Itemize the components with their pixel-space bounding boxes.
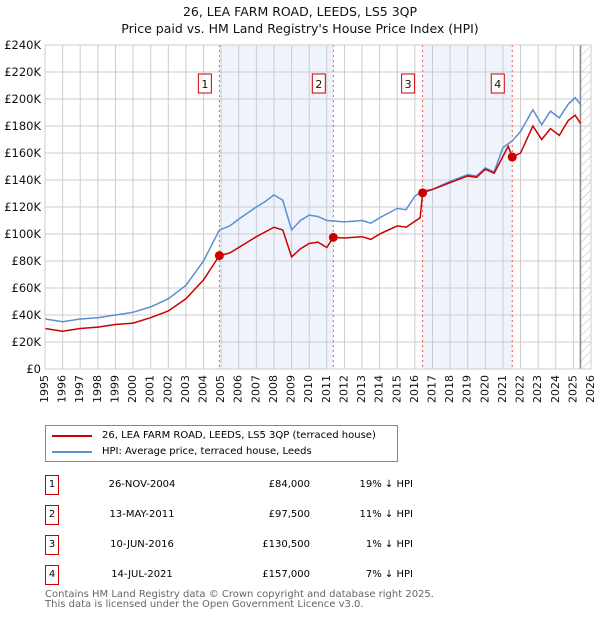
sale-hpi-diff: 7% ↓ HPI (365, 569, 413, 580)
plot-area: 1995 1996 1997 1998 1999 2000 2001 2002 2003 2004… (4, 38, 597, 403)
y-tick-label: £240K (4, 38, 41, 52)
x-tick-label: 2022 (514, 375, 527, 403)
sale-number: 1 (45, 475, 59, 495)
chart-title: 26, LEA FARM ROAD, LEEDS, LS5 3QP (182, 4, 418, 19)
sale-hpi-diff: 11% ↓ HPI (359, 509, 413, 520)
sale-date: 10-JUN-2016 (110, 539, 174, 550)
x-tick-label: 1999 (108, 375, 121, 403)
sale-label: 3 (405, 78, 412, 91)
x-tick-label: 2019 (461, 375, 474, 403)
x-tick-label: 2004 (197, 375, 210, 403)
sale-label: 4 (494, 78, 501, 91)
sale-label-box (401, 73, 416, 94)
x-tick-label: 2025 (566, 375, 579, 403)
y-tick-label: £40K (12, 308, 42, 322)
y-tick-label: £180K (4, 119, 41, 133)
footer-line-2: This data is licensed under the Open Gov… (45, 599, 364, 610)
sale-hpi-diff: 19% ↓ HPI (359, 479, 413, 490)
sale-label-box (490, 73, 505, 94)
x-tick-label: 2020 (478, 375, 491, 403)
sale-label-box (197, 73, 212, 94)
y-tick-label: £160K (4, 146, 41, 160)
y-tick-label: £140K (4, 173, 41, 187)
x-tick-label: 2010 (302, 375, 315, 403)
x-tick-label: 2021 (496, 375, 509, 403)
legend-swatch-hpi (52, 450, 92, 453)
x-tick-label: 2002 (161, 375, 174, 403)
x-tick-label: 2008 (267, 375, 280, 403)
y-tick-label: £80K (12, 254, 42, 268)
x-tick-label: 2024 (549, 375, 562, 403)
x-tick-label: 2012 (337, 375, 350, 403)
x-tick-label: 2014 (373, 375, 386, 403)
footer: Contains HM Land Registry data © Crown c… (45, 590, 434, 610)
x-tick-label: 2011 (320, 375, 333, 403)
y-tick-label: £100K (4, 227, 41, 241)
sale-row: 4 14-JUL-2021 £157,000 7% ↓ HPI (45, 565, 413, 585)
x-tick-label: 2017 (425, 375, 438, 403)
x-tick-label: 2006 (232, 375, 245, 403)
sale-price: £97,500 (268, 509, 310, 520)
x-tick-label: 1996 (56, 375, 69, 403)
plot-border (44, 44, 592, 370)
sale-label: 2 (315, 78, 322, 91)
legend-label-property: 26, LEA FARM ROAD, LEEDS, LS5 3QP (terra… (102, 430, 376, 441)
x-tick-label: 2013 (355, 375, 368, 403)
sale-number: 4 (45, 565, 59, 585)
y-tick-label: £0 (26, 362, 41, 376)
y-tick-label: £60K (12, 281, 42, 295)
sale-label: 1 (201, 78, 208, 91)
x-tick-label: 1995 (38, 375, 51, 403)
legend-swatch-property (52, 434, 92, 437)
x-tick-label: 2005 (214, 375, 227, 403)
property-price-line (44, 114, 582, 332)
sale-row: 1 26-NOV-2004 £84,000 19% ↓ HPI (45, 475, 413, 495)
sale-price: £157,000 (262, 569, 310, 580)
x-tick-label: 2000 (126, 375, 139, 403)
sale-point (418, 188, 428, 198)
y-tick-label: £120K (4, 200, 41, 214)
sale-date: 14-JUL-2021 (111, 569, 173, 580)
sale-hpi-diff: 1% ↓ HPI (365, 539, 413, 550)
x-tick-label: 2023 (531, 375, 544, 403)
sale-row: 2 13-MAY-2011 £97,500 11% ↓ HPI (45, 505, 413, 525)
sale-price: £130,500 (262, 539, 310, 550)
sale-point (328, 232, 338, 242)
y-tick-label: £20K (12, 335, 42, 349)
sale-point (507, 152, 517, 162)
hpi-line (44, 96, 582, 323)
x-tick-label: 1997 (73, 375, 86, 403)
x-tick-label: 2009 (285, 375, 298, 403)
x-tick-label: 2001 (144, 375, 157, 403)
footer-line-1: Contains HM Land Registry data © Crown c… (45, 589, 434, 600)
legend-label-hpi: HPI: Average price, terraced house, Leed… (102, 446, 312, 457)
x-tick-label: 2007 (249, 375, 262, 403)
sale-point (214, 251, 224, 261)
sale-date: 26-NOV-2004 (108, 479, 176, 490)
sale-row: 3 10-JUN-2016 £130,500 1% ↓ HPI (45, 535, 413, 555)
x-tick-label: 2015 (390, 375, 403, 403)
x-tick-label: 1998 (91, 375, 104, 403)
x-tick-label: 2016 (408, 375, 421, 403)
sale-number: 2 (45, 505, 59, 525)
sale-date: 13-MAY-2011 (109, 509, 175, 520)
sale-number: 3 (45, 535, 59, 555)
sale-price: £84,000 (268, 479, 310, 490)
x-tick-label: 2026 (584, 375, 597, 403)
legend: 26, LEA FARM ROAD, LEEDS, LS5 3QP (terra… (45, 425, 398, 462)
y-tick-label: £220K (4, 65, 41, 79)
y-tick-label: £200K (4, 92, 41, 106)
sale-label-box (311, 73, 326, 94)
x-tick-label: 2018 (443, 375, 456, 403)
chart-subtitle: Price paid vs. HM Land Registry's House … (121, 21, 479, 36)
x-tick-label: 2003 (179, 375, 192, 403)
